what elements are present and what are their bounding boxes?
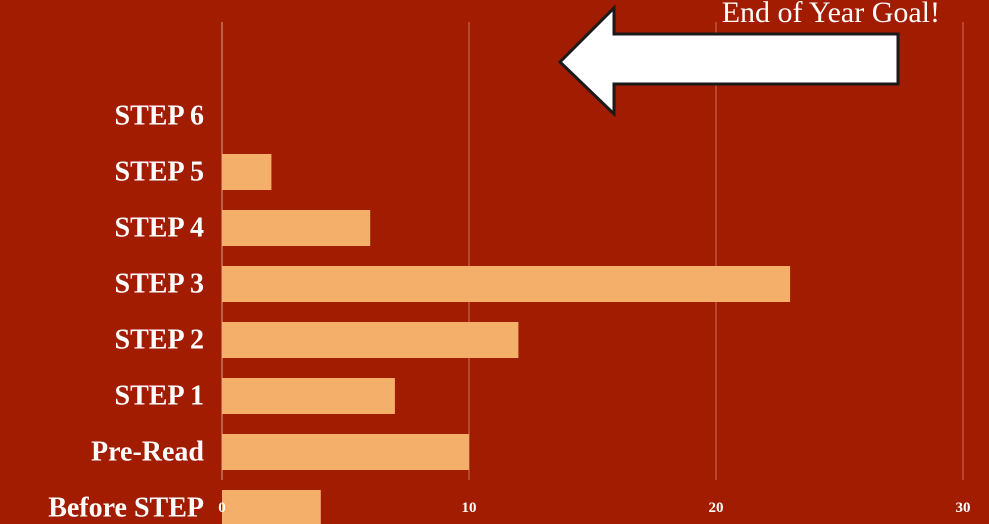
bar-step-2 [222, 322, 519, 358]
x-tick-label-30: 30 [956, 500, 971, 516]
callout-label: End of Year Goal! [722, 0, 940, 29]
category-label-pre-read: Pre-Read [91, 437, 204, 468]
category-label-step-6: STEP 6 [115, 101, 204, 132]
x-tick-labels: 0 10 20 30 [218, 500, 970, 516]
category-label-before-step: Before STEP [48, 493, 204, 524]
bar-step-5 [222, 154, 272, 190]
bar-step-1 [222, 378, 395, 414]
bars [222, 154, 791, 524]
bar-step-3 [222, 266, 791, 302]
x-tick-label-10: 10 [462, 500, 477, 516]
category-labels: STEP 6 STEP 5 STEP 4 STEP 3 STEP 2 STEP 1 Pre-… [48, 101, 204, 524]
left-arrow-icon [557, 4, 900, 118]
x-tick-label-0: 0 [218, 500, 226, 516]
x-tick-label-20: 20 [709, 500, 724, 516]
category-label-step-5: STEP 5 [115, 157, 204, 188]
category-label-step-1: STEP 1 [115, 381, 204, 412]
category-label-step-3: STEP 3 [115, 269, 204, 300]
bar-step-4 [222, 210, 371, 246]
bar-before-step [222, 490, 321, 524]
bar-pre-read [222, 434, 469, 470]
category-label-step-2: STEP 2 [115, 325, 204, 356]
category-label-step-4: STEP 4 [115, 213, 204, 244]
end-of-year-goal-callout: End of Year Goal! [557, 0, 940, 118]
